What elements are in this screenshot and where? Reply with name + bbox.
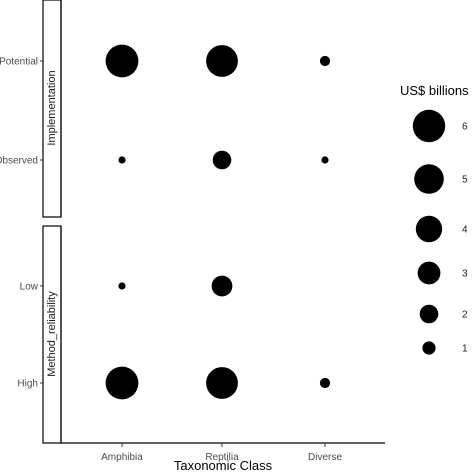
bubble-reptilia-potential bbox=[206, 45, 238, 77]
facet-strip-label-method-reliability: Method_reliability bbox=[46, 291, 58, 377]
legend-label-1: 1 bbox=[462, 344, 468, 355]
bubble-diverse-observed bbox=[321, 156, 329, 164]
bubble-reptilia-low bbox=[211, 275, 233, 297]
legend-label-5: 5 bbox=[462, 175, 468, 186]
bubble-reptilia-high bbox=[206, 367, 238, 399]
legend-label-6: 6 bbox=[462, 122, 468, 133]
bubble-amphibia-high bbox=[105, 366, 139, 400]
bubble-amphibia-low bbox=[118, 282, 126, 290]
legend-label-3: 3 bbox=[462, 269, 468, 280]
bubble-amphibia-potential bbox=[105, 44, 139, 78]
legend-bubble-5 bbox=[414, 164, 444, 194]
legend-bubble-4 bbox=[415, 215, 443, 243]
facet-strip-label-implementation: Implementation bbox=[46, 70, 58, 145]
size-legend: 6 5 4 3 2 1 bbox=[412, 109, 468, 355]
x-tick-label-amphibia: Amphibia bbox=[101, 452, 143, 463]
y-tick-label-low: Low bbox=[20, 282, 39, 293]
bubble-diverse-potential bbox=[319, 55, 331, 67]
bubbles-layer bbox=[105, 44, 331, 400]
x-tick-label-diverse: Diverse bbox=[308, 452, 342, 463]
bubble-amphibia-observed bbox=[118, 156, 126, 164]
legend-label-2: 2 bbox=[462, 310, 468, 321]
legend-label-4: 4 bbox=[462, 225, 468, 236]
x-axis-title: Taxonomic Class bbox=[174, 458, 273, 473]
bubble-diverse-high bbox=[319, 377, 331, 389]
y-tick-label-potential: Potential bbox=[0, 57, 38, 68]
legend-bubble-1 bbox=[422, 341, 436, 355]
y-tick-label-observed: Observed bbox=[0, 156, 38, 167]
legend-bubble-3 bbox=[417, 261, 441, 285]
axis-ticks: Amphibia Reptilia Diverse Potential Observed… bbox=[0, 57, 342, 464]
legend-title: US$ billions bbox=[400, 83, 469, 98]
y-tick-label-high: High bbox=[17, 379, 38, 390]
legend-bubble-2 bbox=[419, 304, 439, 324]
legend-bubble-6 bbox=[412, 109, 446, 143]
x-tick-label-reptilia: Reptilia bbox=[205, 452, 239, 463]
bubble-reptilia-observed bbox=[212, 150, 232, 170]
